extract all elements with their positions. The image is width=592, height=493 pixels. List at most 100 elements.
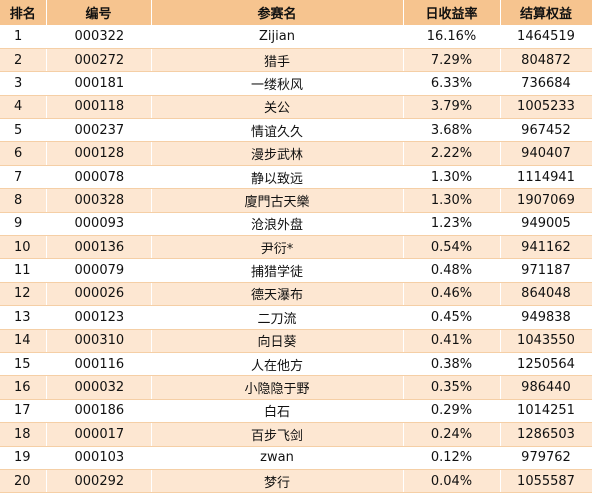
daily-return-cell: 0.41% bbox=[403, 329, 501, 353]
id-cell: 000181 bbox=[46, 71, 152, 96]
name-cell: 猎手 bbox=[151, 48, 404, 73]
rank-cell: 20 bbox=[0, 469, 47, 493]
rank-cell: 16 bbox=[0, 375, 47, 400]
id-cell: 000186 bbox=[46, 399, 152, 424]
rank-cell: 2 bbox=[0, 48, 47, 73]
daily-return-cell: 0.24% bbox=[403, 422, 501, 447]
equity-cell: 949005 bbox=[500, 212, 592, 237]
rank-cell: 6 bbox=[0, 141, 47, 166]
name-cell: 人在他方 bbox=[151, 352, 404, 377]
daily-return-cell: 0.38% bbox=[403, 352, 501, 377]
equity-cell: 1907069 bbox=[500, 188, 592, 213]
equity-cell: 1286503 bbox=[500, 422, 592, 447]
rank-cell: 18 bbox=[0, 422, 47, 447]
daily-return-cell: 0.45% bbox=[403, 305, 501, 330]
rank-cell: 7 bbox=[0, 165, 47, 190]
rank-cell: 13 bbox=[0, 305, 47, 330]
equity-cell: 1464519 bbox=[500, 25, 592, 49]
table-row: 9 000093 沧浪外盘 1.23% 949005 bbox=[0, 212, 592, 237]
table-row: 11 000079 捕猎学徒 0.48% 971187 bbox=[0, 258, 592, 283]
daily-return-cell: 1.23% bbox=[403, 212, 501, 237]
equity-cell: 1055587 bbox=[500, 469, 592, 493]
name-cell: 沧浪外盘 bbox=[151, 212, 404, 237]
name-cell: 向日葵 bbox=[151, 329, 404, 353]
daily-return-cell: 3.68% bbox=[403, 118, 501, 143]
table-row: 4 000118 关公 3.79% 1005233 bbox=[0, 95, 592, 120]
table-row: 6 000128 漫步武林 2.22% 940407 bbox=[0, 141, 592, 166]
equity-cell: 1043550 bbox=[500, 329, 592, 353]
rank-cell: 11 bbox=[0, 258, 47, 283]
equity-cell: 736684 bbox=[500, 71, 592, 96]
rank-cell: 5 bbox=[0, 118, 47, 143]
daily-return-cell: 1.30% bbox=[403, 165, 501, 190]
table-row: 16 000032 小隐隐于野 0.35% 986440 bbox=[0, 375, 592, 400]
rank-cell: 4 bbox=[0, 95, 47, 120]
daily-return-cell: 1.30% bbox=[403, 188, 501, 213]
name-cell: 二刀流 bbox=[151, 305, 404, 330]
equity-cell: 1250564 bbox=[500, 352, 592, 377]
id-cell: 000128 bbox=[46, 141, 152, 166]
id-cell: 000017 bbox=[46, 422, 152, 447]
id-cell: 000328 bbox=[46, 188, 152, 213]
name-cell: 捕猎学徒 bbox=[151, 258, 404, 283]
equity-cell: 971187 bbox=[500, 258, 592, 283]
name-cell: 关公 bbox=[151, 95, 404, 120]
rank-cell: 1 bbox=[0, 25, 47, 49]
table-row: 5 000237 情谊久久 3.68% 967452 bbox=[0, 118, 592, 143]
daily-return-cell: 0.04% bbox=[403, 469, 501, 493]
equity-cell: 979762 bbox=[500, 446, 592, 470]
id-cell: 000310 bbox=[46, 329, 152, 353]
table-row: 1 000322 Zijian 16.16% 1464519 bbox=[0, 25, 592, 49]
name-cell: 德天瀑布 bbox=[151, 282, 404, 307]
daily-return-cell: 0.48% bbox=[403, 258, 501, 283]
equity-cell: 804872 bbox=[500, 48, 592, 73]
rank-cell: 14 bbox=[0, 329, 47, 353]
equity-cell: 864048 bbox=[500, 282, 592, 307]
id-cell: 000136 bbox=[46, 235, 152, 260]
name-cell: 漫步武林 bbox=[151, 141, 404, 166]
equity-cell: 967452 bbox=[500, 118, 592, 143]
rank-cell: 10 bbox=[0, 235, 47, 260]
table-row: 17 000186 白石 0.29% 1014251 bbox=[0, 399, 592, 424]
daily-return-cell: 0.12% bbox=[403, 446, 501, 470]
name-cell: Zijian bbox=[151, 25, 404, 49]
table-row: 14 000310 向日葵 0.41% 1043550 bbox=[0, 329, 592, 353]
rank-cell: 19 bbox=[0, 446, 47, 470]
daily-return-cell: 16.16% bbox=[403, 25, 501, 49]
id-cell: 000322 bbox=[46, 25, 152, 49]
id-cell: 000123 bbox=[46, 305, 152, 330]
name-cell: 白石 bbox=[151, 399, 404, 424]
table-row: 20 000292 梦行 0.04% 1055587 bbox=[0, 469, 592, 493]
rank-cell: 15 bbox=[0, 352, 47, 377]
equity-cell: 1014251 bbox=[500, 399, 592, 424]
table-row: 10 000136 尹衍* 0.54% 941162 bbox=[0, 235, 592, 260]
name-cell: 一缕秋风 bbox=[151, 71, 404, 96]
table-row: 8 000328 廈門古天樂 1.30% 1907069 bbox=[0, 188, 592, 213]
id-cell: 000026 bbox=[46, 282, 152, 307]
id-cell: 000078 bbox=[46, 165, 152, 190]
daily-return-cell: 2.22% bbox=[403, 141, 501, 166]
header-rank: 排名 bbox=[0, 0, 47, 26]
daily-return-cell: 3.79% bbox=[403, 95, 501, 120]
table-row: 7 000078 静以致远 1.30% 1114941 bbox=[0, 165, 592, 190]
table-row: 18 000017 百步飞剑 0.24% 1286503 bbox=[0, 422, 592, 447]
name-cell: 梦行 bbox=[151, 469, 404, 493]
table-row: 15 000116 人在他方 0.38% 1250564 bbox=[0, 352, 592, 377]
daily-return-cell: 0.29% bbox=[403, 399, 501, 424]
rank-cell: 17 bbox=[0, 399, 47, 424]
id-cell: 000292 bbox=[46, 469, 152, 493]
daily-return-cell: 0.54% bbox=[403, 235, 501, 260]
daily-return-cell: 0.35% bbox=[403, 375, 501, 400]
rank-cell: 8 bbox=[0, 188, 47, 213]
table-row: 13 000123 二刀流 0.45% 949838 bbox=[0, 305, 592, 330]
daily-return-cell: 6.33% bbox=[403, 71, 501, 96]
name-cell: 百步飞剑 bbox=[151, 422, 404, 447]
header-name: 参赛名 bbox=[151, 0, 404, 26]
daily-return-cell: 7.29% bbox=[403, 48, 501, 73]
equity-cell: 1005233 bbox=[500, 95, 592, 120]
id-cell: 000118 bbox=[46, 95, 152, 120]
rank-cell: 12 bbox=[0, 282, 47, 307]
rank-cell: 9 bbox=[0, 212, 47, 237]
equity-cell: 940407 bbox=[500, 141, 592, 166]
id-cell: 000032 bbox=[46, 375, 152, 400]
